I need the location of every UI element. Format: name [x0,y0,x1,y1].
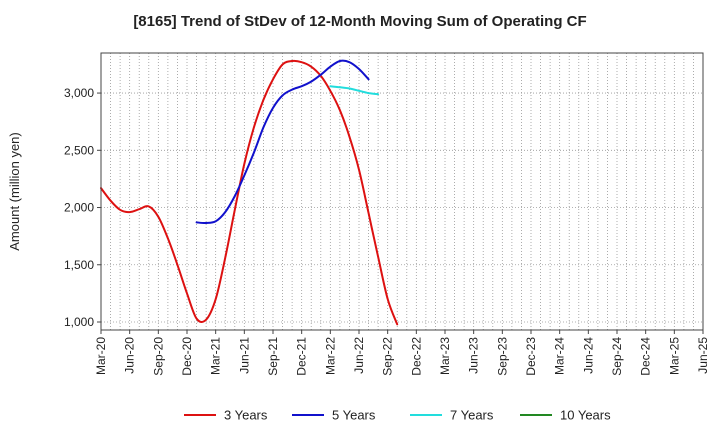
plot-frame [100,52,704,331]
chart-title: [8165] Trend of StDev of 12-Month Moving… [133,13,586,30]
legend-label-7-years: 7 Years [450,408,494,423]
x-tick-label: Jun-25 [696,337,710,374]
x-tick-label: Sep-23 [495,337,509,376]
x-tick-label: Dec-23 [524,337,538,376]
x-tick-label: Sep-24 [610,337,624,376]
legend-label-5-years: 5 Years [332,408,376,423]
x-tick-label: Jun-20 [123,337,137,374]
y-tick-label: 2,500 [64,143,94,157]
x-tick-label: Sep-22 [381,337,395,376]
x-tick-label: Mar-25 [667,337,681,375]
x-tick-label: Mar-23 [438,337,452,375]
x-tick-label: Mar-22 [323,337,337,375]
x-tick-label: Mar-21 [209,337,223,375]
y-tick-label: 2,000 [64,201,94,215]
x-tick-label: Dec-20 [180,337,194,376]
y-tick-label: 1,000 [64,315,94,329]
x-tick-label: Jun-23 [467,337,481,374]
x-tick-label: Jun-21 [237,337,251,374]
y-axis-label: Amount (million yen) [7,132,22,251]
x-tick-label: Sep-20 [151,337,165,376]
series-layer [100,59,399,326]
series-line-5-years [195,59,370,225]
x-tick-label: Dec-21 [295,337,309,376]
legend-label-3-years: 3 Years [224,408,268,423]
x-tick-label: Jun-22 [352,337,366,374]
series-line-3-years [100,59,399,326]
y-axis: 1,000 1,500 2,000 2,500 3,000 [64,86,101,329]
x-tick-label: Dec-22 [409,337,423,376]
x-tick-label: Mar-20 [94,337,108,375]
x-tick-label: Sep-21 [266,337,280,376]
y-tick-label: 1,500 [64,258,94,272]
x-tick-label: Mar-24 [553,337,567,375]
x-axis: Mar-20 Jun-20 Sep-20 Dec-20 Mar-21 Jun-21 Sep-… [94,330,710,376]
x-tick-label: Dec-24 [639,337,653,376]
series-line-7-years [329,85,380,96]
plot-area [101,53,703,330]
y-tick-label: 3,000 [64,86,94,100]
x-tick-label: Jun-24 [581,337,595,374]
legend: 3 Years 5 Years 7 Years 10 Years [184,408,611,423]
legend-label-10-years: 10 Years [560,408,611,423]
grid [101,53,703,330]
